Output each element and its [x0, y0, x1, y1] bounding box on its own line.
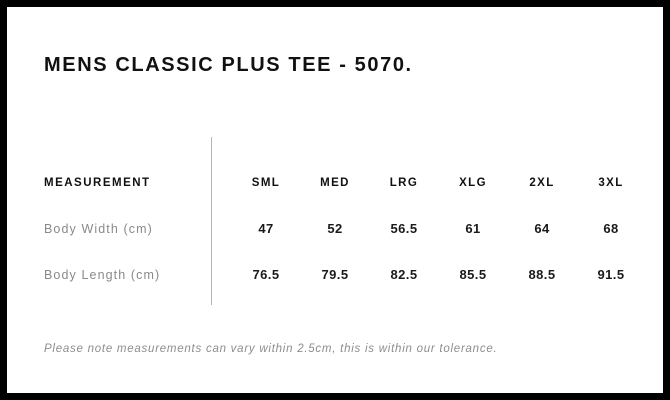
table-row: Body Width (cm) 47 52 56.5 61 64 68 — [7, 216, 663, 242]
row-label-body-width: Body Width (cm) — [44, 222, 153, 236]
cell-body-length-lrg: 82.5 — [390, 267, 418, 282]
column-header-sml: SML — [251, 177, 281, 189]
cell-body-length-xlg: 85.5 — [459, 267, 487, 282]
cell-body-width-lrg: 56.5 — [390, 221, 418, 236]
column-header-xlg: XLG — [459, 177, 487, 189]
cell-body-width-xlg: 61 — [465, 221, 481, 236]
cell-body-width-2xl: 64 — [534, 221, 550, 236]
table-row: Body Length (cm) 76.5 79.5 82.5 85.5 88.… — [7, 262, 663, 288]
cell-body-width-med: 52 — [327, 221, 343, 236]
row-label-body-length: Body Length (cm) — [44, 268, 161, 282]
cell-body-length-sml: 76.5 — [252, 267, 280, 282]
cell-body-length-2xl: 88.5 — [528, 267, 556, 282]
column-header-2xl: 2XL — [529, 177, 555, 189]
column-header-lrg: LRG — [389, 177, 419, 189]
column-header-med: MED — [320, 177, 350, 189]
column-header-3xl: 3XL — [598, 177, 624, 189]
page-title: MENS CLASSIC PLUS TEE - 5070. — [44, 54, 413, 76]
column-divider — [211, 137, 212, 305]
cell-body-width-sml: 47 — [258, 221, 274, 236]
size-chart-sheet: MENS CLASSIC PLUS TEE - 5070. MEASUREMEN… — [7, 7, 663, 393]
table-header-row: MEASUREMENT SML MED LRG XLG 2XL 3XL — [7, 170, 663, 196]
cell-body-length-med: 79.5 — [321, 267, 349, 282]
cell-body-length-3xl: 91.5 — [597, 267, 625, 282]
cell-body-width-3xl: 68 — [603, 221, 619, 236]
tolerance-note: Please note measurements can vary within… — [44, 343, 498, 355]
column-header-measurement: MEASUREMENT — [44, 177, 151, 189]
